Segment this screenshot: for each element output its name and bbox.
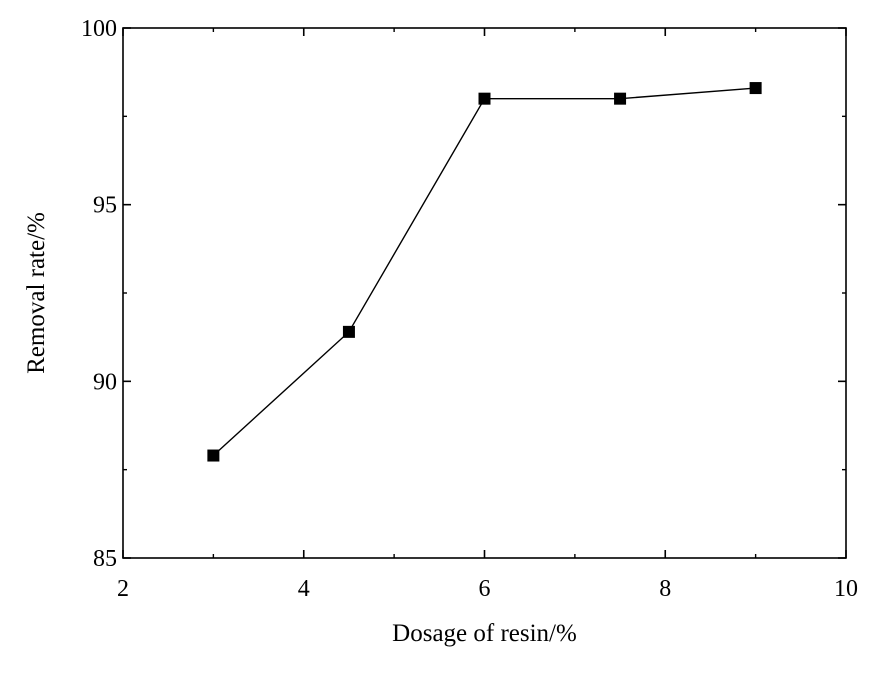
y-tick-label: 90 — [93, 369, 117, 395]
y-axis-ticks: 85 90 95 100 — [81, 16, 846, 572]
data-point-marker — [207, 449, 220, 462]
y-tick-label: 95 — [93, 193, 117, 219]
x-tick-label: 4 — [298, 576, 310, 602]
x-tick-label: 2 — [117, 576, 129, 602]
y-tick-label: 85 — [93, 546, 117, 572]
data-point-marker — [478, 92, 491, 105]
x-tick-label: 10 — [834, 576, 858, 602]
series-layer — [207, 82, 762, 462]
series-line — [212, 87, 756, 457]
y-tick-label: 100 — [81, 16, 117, 42]
y-axis-label: Removal rate/% — [23, 212, 50, 374]
x-tick-label: 6 — [479, 576, 491, 602]
x-axis-ticks: 2 4 6 8 10 — [117, 28, 858, 602]
x-axis-label: Dosage of resin/% — [392, 620, 577, 647]
x-tick-label: 8 — [659, 576, 671, 602]
plot-frame — [122, 27, 847, 559]
data-point-marker — [342, 325, 355, 338]
data-point-marker — [749, 82, 762, 95]
data-point-marker — [614, 92, 627, 105]
